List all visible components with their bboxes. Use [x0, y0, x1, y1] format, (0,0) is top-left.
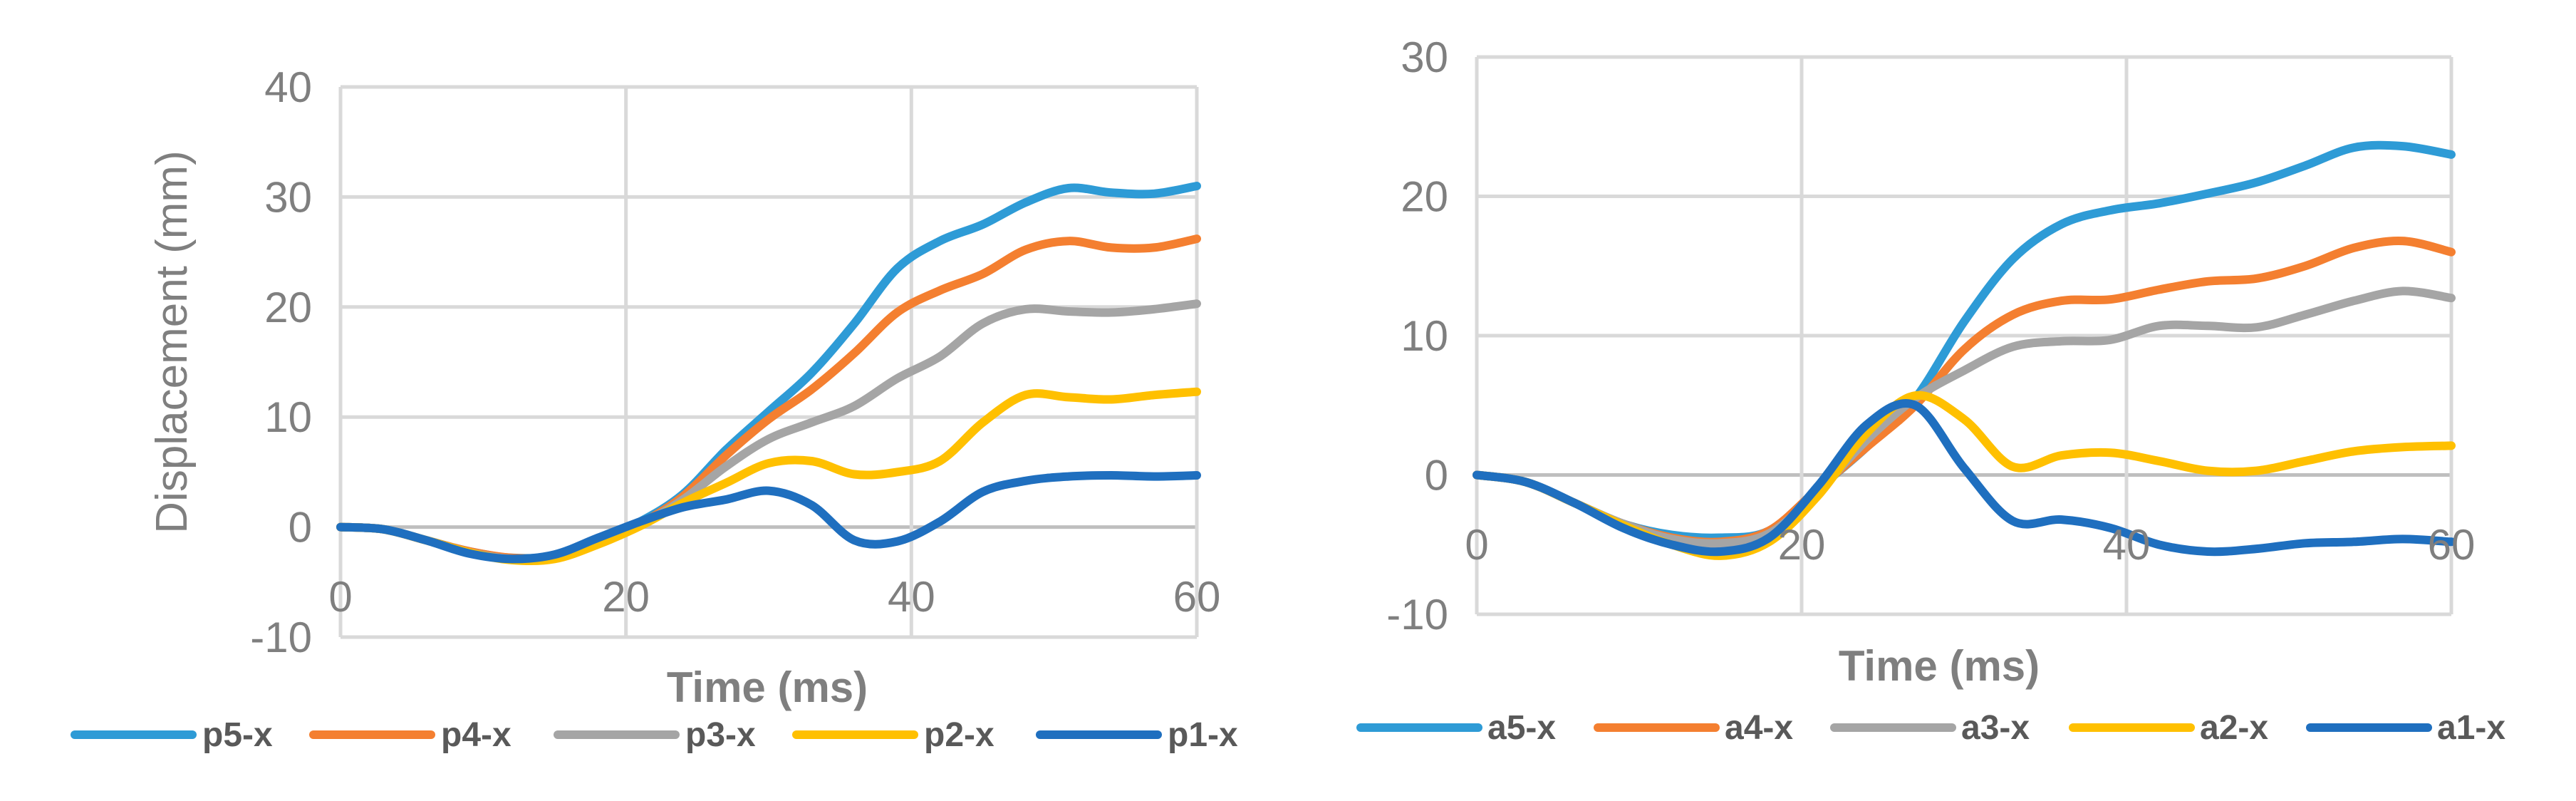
left-chart-legend-label-p2-x: p2-x [924, 716, 994, 754]
right-chart-y-tick-label: 30 [1401, 33, 1448, 81]
left-chart-legend-item-p3-x: p3-x [554, 716, 756, 754]
left-chart-x-tick-label: 40 [888, 573, 935, 621]
right-chart-y-tick-label: 10 [1401, 312, 1448, 360]
right-chart-series-a5-x [1473, 140, 2456, 542]
left-chart-gridlines [338, 85, 1199, 639]
left-chart-legend-item-p4-x: p4-x [309, 716, 511, 754]
right-chart-series-a4-x [1473, 236, 2456, 547]
left-chart-x-ticks: 0 20 40 60 [328, 573, 1220, 621]
right-chart-legend: a5-x a4-x a3-x a2-x a1-x [1356, 709, 2505, 747]
left-chart-x-tick-label: 20 [602, 573, 650, 621]
right-chart-legend-label-a2-x: a2-x [2200, 709, 2268, 747]
left-chart-y-ticks: -10 0 10 20 30 40 [250, 63, 312, 661]
left-chart-legend-label-p3-x: p3-x [685, 716, 756, 754]
right-chart-y-ticks: -10 0 10 20 30 [1386, 33, 1448, 639]
left-chart-legend-label-p5-x: p5-x [202, 716, 273, 754]
right-chart-legend-item-a3-x: a3-x [1830, 709, 2030, 747]
right-chart-legend-item-a1-x: a1-x [2306, 709, 2505, 747]
right-chart-legend-label-a4-x: a4-x [1725, 709, 1793, 747]
left-chart: -10 0 10 20 30 40 0 20 40 60 Time (ms) Displacem… [71, 63, 1238, 754]
right-chart-x-tick-label: 40 [2103, 521, 2151, 569]
right-chart-series-a1-x [1473, 398, 2456, 557]
right-chart-legend-label-a3-x: a3-x [1961, 709, 2030, 747]
left-chart-legend-item-p5-x: p5-x [71, 716, 273, 754]
left-chart-x-tick-label: 60 [1173, 573, 1221, 621]
right-chart-legend-item-a4-x: a4-x [1594, 709, 1793, 747]
right-chart-x-ticks: 0 20 40 60 [1465, 521, 2475, 569]
left-chart-series-p3-x [336, 299, 1201, 564]
left-chart-y-tick-label: 0 [289, 504, 312, 552]
left-chart-legend-label-p1-x: p1-x [1168, 716, 1238, 754]
left-chart-x-axis-title: Time (ms) [667, 663, 868, 711]
right-chart-x-tick-label: 60 [2428, 521, 2476, 569]
left-chart-y-tick-label: 20 [264, 284, 312, 331]
left-chart-legend-item-p1-x: p1-x [1036, 716, 1238, 754]
left-chart-x-tick-label: 0 [328, 573, 352, 621]
right-chart-x-tick-label: 0 [1465, 521, 1488, 569]
right-chart-x-tick-label: 20 [1778, 521, 1826, 569]
right-chart: -10 0 10 20 30 0 20 40 60 Time (ms) a5-x a4-x a3-… [1356, 33, 2505, 747]
right-chart-series [1473, 140, 2456, 560]
left-chart-series-p1-x [336, 471, 1201, 564]
left-chart-series [336, 182, 1201, 566]
right-chart-legend-label-a1-x: a1-x [2437, 709, 2505, 747]
left-chart-y-tick-label: 10 [264, 393, 312, 441]
right-chart-legend-item-a5-x: a5-x [1356, 709, 1556, 747]
right-chart-y-tick-label: 0 [1425, 452, 1448, 500]
right-chart-y-tick-label: -10 [1386, 591, 1448, 639]
left-chart-y-tick-label: -10 [250, 614, 312, 661]
left-chart-y-tick-label: 30 [264, 173, 312, 221]
right-chart-y-tick-label: 20 [1401, 173, 1448, 221]
left-chart-legend-item-p2-x: p2-x [792, 716, 994, 754]
right-chart-gridlines [1475, 55, 2453, 616]
left-chart-legend-label-p4-x: p4-x [441, 716, 511, 754]
right-chart-legend-label-a5-x: a5-x [1487, 709, 1556, 747]
left-chart-y-axis-title: Displacement (mm) [147, 150, 197, 533]
left-chart-legend: p5-x p4-x p3-x p2-x p1-x [71, 716, 1238, 754]
right-chart-x-axis-title: Time (ms) [1839, 642, 2040, 690]
right-chart-legend-item-a2-x: a2-x [2069, 709, 2268, 747]
left-chart-y-tick-label: 40 [264, 63, 312, 111]
